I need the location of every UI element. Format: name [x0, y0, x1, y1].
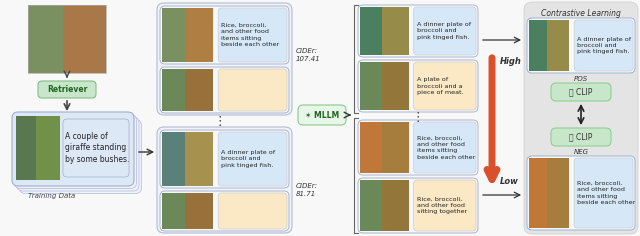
FancyBboxPatch shape — [218, 8, 287, 62]
Bar — [162, 69, 213, 111]
FancyBboxPatch shape — [413, 180, 476, 231]
FancyBboxPatch shape — [19, 119, 141, 194]
FancyBboxPatch shape — [15, 114, 136, 189]
FancyBboxPatch shape — [218, 193, 287, 229]
Text: A plate of
broccoli and a
piece of meat.: A plate of broccoli and a piece of meat. — [417, 77, 463, 95]
FancyBboxPatch shape — [12, 112, 134, 186]
FancyBboxPatch shape — [218, 132, 287, 186]
Text: High: High — [500, 58, 522, 67]
Bar — [36, 116, 60, 180]
FancyBboxPatch shape — [160, 67, 289, 113]
FancyBboxPatch shape — [358, 5, 478, 57]
FancyBboxPatch shape — [17, 117, 139, 191]
Bar — [360, 7, 408, 55]
FancyBboxPatch shape — [218, 69, 287, 111]
Text: Rice, broccoli,
and other food
items sitting
beside each other: Rice, broccoli, and other food items sit… — [417, 135, 475, 160]
Bar — [529, 158, 569, 228]
FancyBboxPatch shape — [160, 130, 289, 188]
Bar — [63, 5, 106, 73]
Text: ⋮: ⋮ — [214, 115, 227, 128]
Bar — [547, 20, 569, 71]
FancyBboxPatch shape — [160, 6, 289, 64]
FancyBboxPatch shape — [574, 158, 633, 228]
FancyBboxPatch shape — [358, 60, 478, 112]
Text: ✶ MLLM: ✶ MLLM — [305, 110, 339, 119]
Text: A couple of
giraffe standing
by some bushes.: A couple of giraffe standing by some bus… — [65, 132, 129, 164]
Text: POS: POS — [574, 76, 588, 82]
FancyBboxPatch shape — [63, 119, 129, 177]
Text: Contrastive Learning: Contrastive Learning — [541, 8, 621, 17]
Bar — [185, 132, 213, 186]
Text: Rice, broccoli,
and other food
sitting together: Rice, broccoli, and other food sitting t… — [417, 197, 467, 214]
Text: Retriever: Retriever — [47, 85, 87, 94]
FancyBboxPatch shape — [413, 62, 476, 110]
FancyBboxPatch shape — [527, 156, 635, 230]
Text: NEG: NEG — [573, 149, 589, 155]
Text: A dinner plate of
broccoli and
pink tinged fish.: A dinner plate of broccoli and pink ting… — [221, 150, 275, 168]
Bar — [28, 5, 106, 73]
Bar — [162, 193, 213, 229]
Bar — [360, 62, 408, 110]
Bar — [382, 62, 408, 110]
Bar — [547, 158, 569, 228]
FancyBboxPatch shape — [298, 105, 346, 125]
FancyBboxPatch shape — [38, 81, 96, 98]
Text: A dinner plate of
broccoli and
pink tinged fish.: A dinner plate of broccoli and pink ting… — [417, 22, 471, 40]
Bar — [185, 8, 213, 62]
FancyBboxPatch shape — [157, 127, 292, 233]
FancyBboxPatch shape — [574, 20, 633, 71]
Bar — [382, 122, 408, 173]
Text: CIDEr:
107.41: CIDEr: 107.41 — [296, 48, 321, 62]
FancyBboxPatch shape — [160, 191, 289, 231]
Bar — [16, 116, 60, 180]
Text: CIDEr:
81.71: CIDEr: 81.71 — [296, 183, 318, 197]
Text: 🔥 CLIP: 🔥 CLIP — [570, 132, 593, 142]
FancyBboxPatch shape — [524, 2, 638, 234]
FancyBboxPatch shape — [551, 128, 611, 146]
Text: Low: Low — [500, 177, 519, 186]
FancyBboxPatch shape — [358, 120, 478, 175]
Bar — [360, 180, 408, 231]
Text: A dinner plate of
broccoli and
pink tinged fish.: A dinner plate of broccoli and pink ting… — [577, 37, 631, 55]
Bar — [28, 5, 106, 73]
Bar — [162, 132, 213, 186]
FancyBboxPatch shape — [358, 178, 478, 233]
Text: Rice, broccoli,
and other food
items sitting
beside each other: Rice, broccoli, and other food items sit… — [577, 181, 636, 205]
FancyBboxPatch shape — [157, 3, 292, 115]
FancyBboxPatch shape — [551, 83, 611, 101]
Bar — [382, 7, 408, 55]
Bar — [360, 122, 408, 173]
Text: ⋮: ⋮ — [412, 110, 424, 123]
FancyBboxPatch shape — [413, 122, 476, 173]
FancyBboxPatch shape — [527, 18, 635, 73]
Bar — [529, 20, 569, 71]
Text: 🔥 CLIP: 🔥 CLIP — [570, 88, 593, 97]
Text: Training Data: Training Data — [28, 193, 76, 199]
Text: Rice, broccoli,
and other food
items sitting
beside each other: Rice, broccoli, and other food items sit… — [221, 23, 280, 47]
Bar — [185, 69, 213, 111]
FancyBboxPatch shape — [413, 7, 476, 55]
Bar — [162, 8, 213, 62]
Bar — [382, 180, 408, 231]
Bar — [185, 193, 213, 229]
